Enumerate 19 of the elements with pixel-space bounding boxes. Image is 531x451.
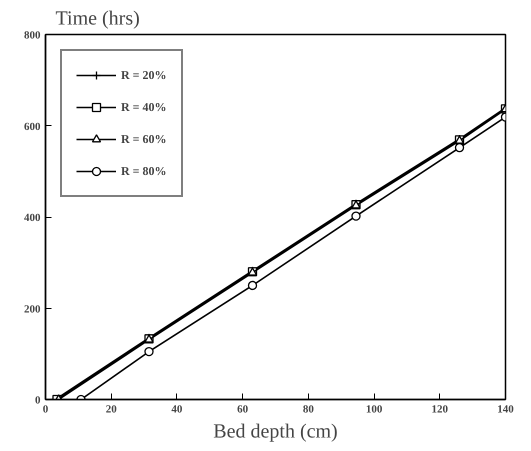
x-tick-label: 100 [366,404,383,416]
legend-label: R = 80% [121,164,167,178]
legend-label: R = 60% [121,132,167,146]
legend-label: R = 20% [121,68,167,82]
x-tick-label: 120 [432,404,449,416]
y-tick-label: 800 [24,30,41,42]
y-tick-label: 600 [24,120,41,133]
x-tick-label: 40 [171,404,183,416]
legend-label: R = 40% [121,100,167,114]
x-tick-label: 20 [106,404,118,416]
y-axis-title: Time (hrs) [56,8,140,30]
y-tick-label: 0 [35,394,41,406]
x-axis-title: Bed depth (cm) [213,420,338,442]
y-tick-label: 400 [24,212,41,224]
x-tick-label: 60 [237,404,249,416]
x-tick-label: 80 [302,404,314,416]
x-tick-label: 0 [42,404,49,416]
y-tick-label: 200 [24,303,41,316]
x-tick-label: 140 [497,404,514,416]
